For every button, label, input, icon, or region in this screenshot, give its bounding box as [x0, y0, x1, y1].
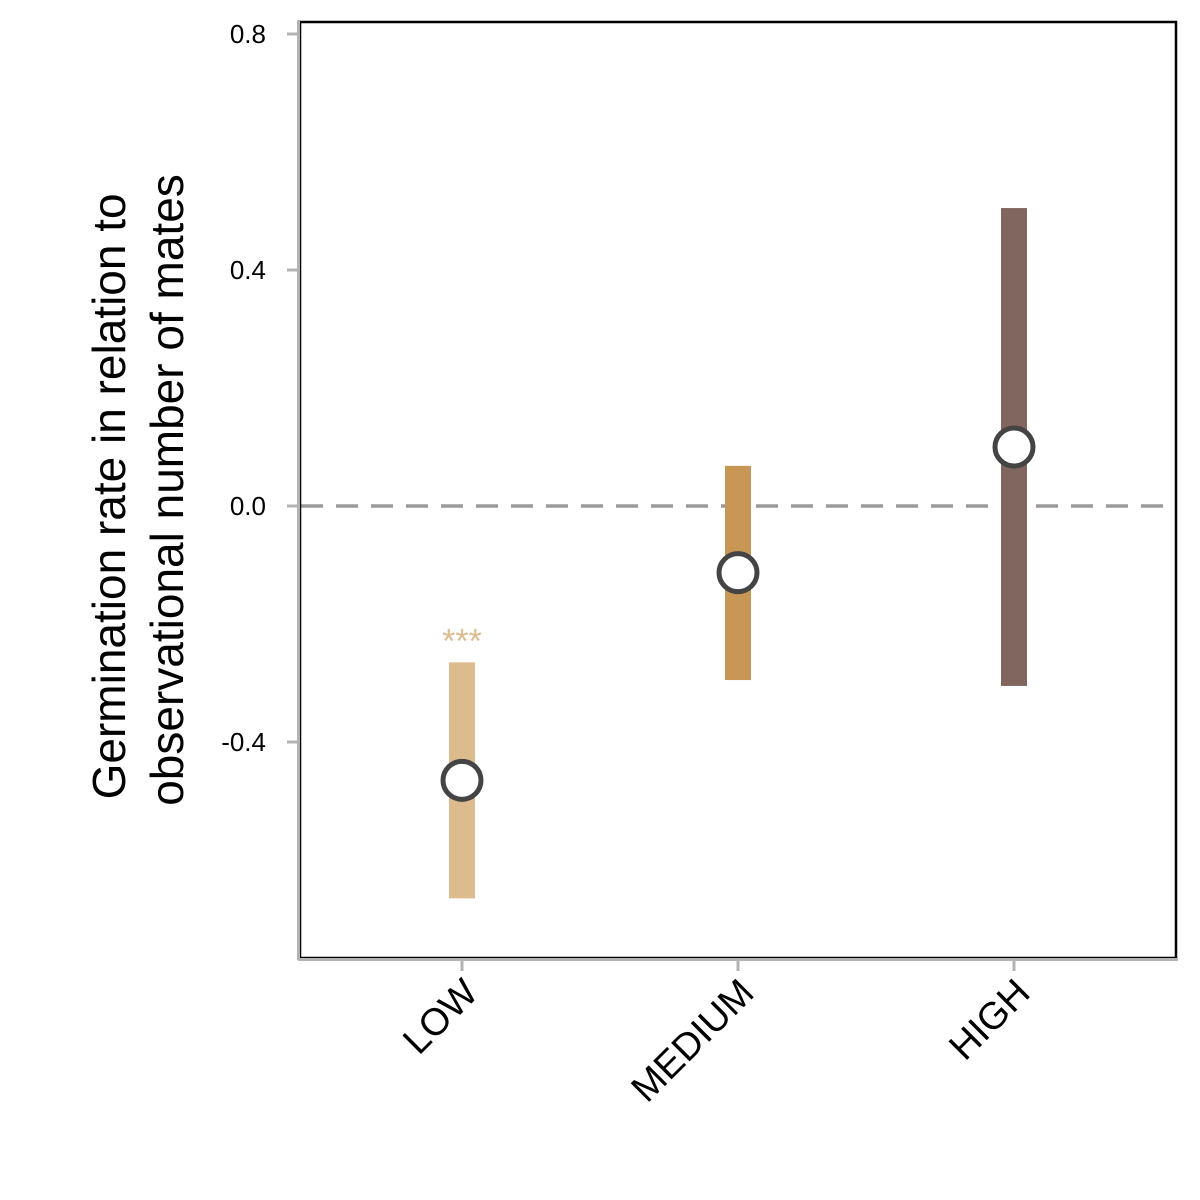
estimate-point-low: [440, 758, 484, 802]
y-tick-label: -0.4: [221, 727, 266, 757]
y-tick-label: 0.8: [230, 19, 266, 49]
x-axis: LOW MEDIUM HIGH: [395, 960, 1038, 1110]
y-tick-label: 0.0: [230, 491, 266, 521]
x-tick-label-high: HIGH: [941, 972, 1038, 1069]
significance-label-low: ***: [442, 622, 482, 660]
estimate-point-medium: [716, 551, 760, 595]
significance-labels: ***: [442, 622, 482, 660]
x-tick-label-low: LOW: [395, 972, 486, 1063]
x-tick-label-medium: MEDIUM: [624, 972, 763, 1111]
estimate-points: [440, 425, 1036, 802]
y-tick-label: 0.4: [230, 255, 266, 285]
estimate-point-high: [992, 425, 1036, 469]
y-axis-label-line-2: observational number of mates: [141, 174, 193, 806]
y-axis: -0.4 0.0 0.4 0.8: [221, 19, 298, 757]
y-axis-label-line-1: Germination rate in relation to: [83, 193, 135, 799]
y-axis-label: Germination rate in relation to observat…: [83, 174, 193, 806]
